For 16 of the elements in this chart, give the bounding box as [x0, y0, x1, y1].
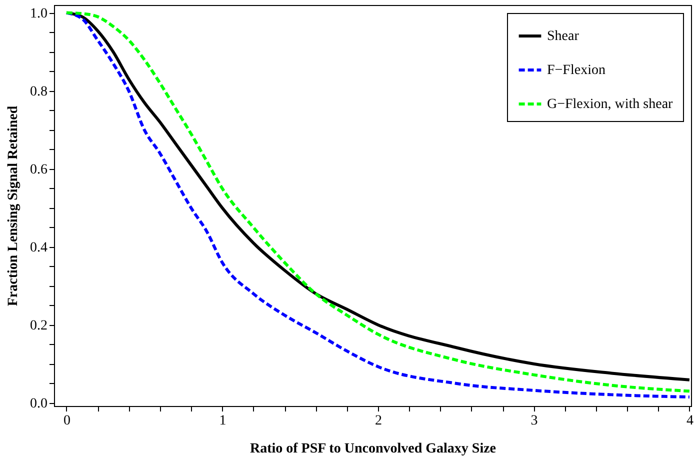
y-axis-title: Fraction Lensing Signal Retained [6, 106, 21, 306]
x-tick-label: 2 [374, 414, 382, 428]
x-tick-label: 1 [219, 414, 226, 428]
legend-label: F−Flexion [547, 63, 606, 78]
y-tick-label: 0.4 [30, 240, 48, 256]
x-tick-label: 4 [686, 414, 694, 428]
y-tick-label: 1.0 [30, 6, 48, 22]
x-tick-label: 0 [63, 414, 70, 428]
x-tick-label: 3 [530, 414, 538, 428]
legend-label: Shear [547, 29, 580, 44]
x-axis-title: Ratio of PSF to Unconvolved Galaxy Size [250, 442, 496, 456]
legend-label: G−Flexion, with shear [547, 97, 674, 112]
y-tick-label: 0.8 [30, 84, 48, 100]
y-tick-label: 0.0 [30, 396, 48, 412]
y-tick-label: 0.2 [30, 318, 48, 334]
y-tick-label: 0.6 [30, 162, 48, 178]
